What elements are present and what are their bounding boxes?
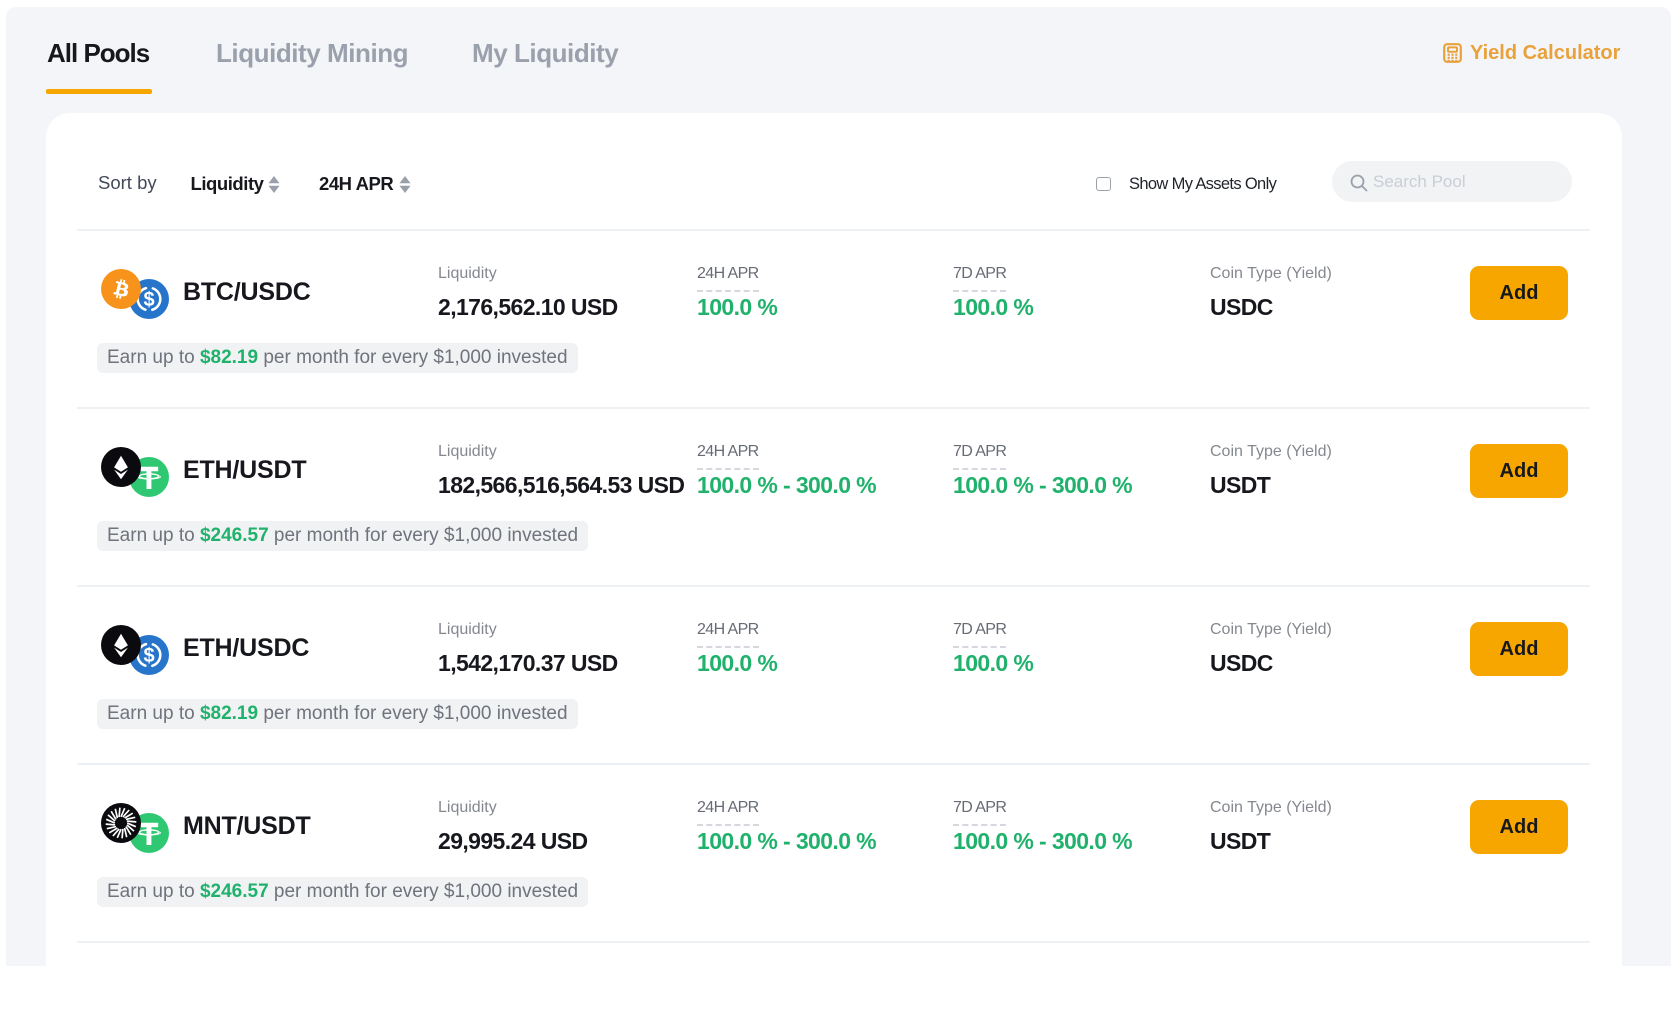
svg-text:$: $ [143,645,154,667]
svg-text:$: $ [143,289,154,311]
